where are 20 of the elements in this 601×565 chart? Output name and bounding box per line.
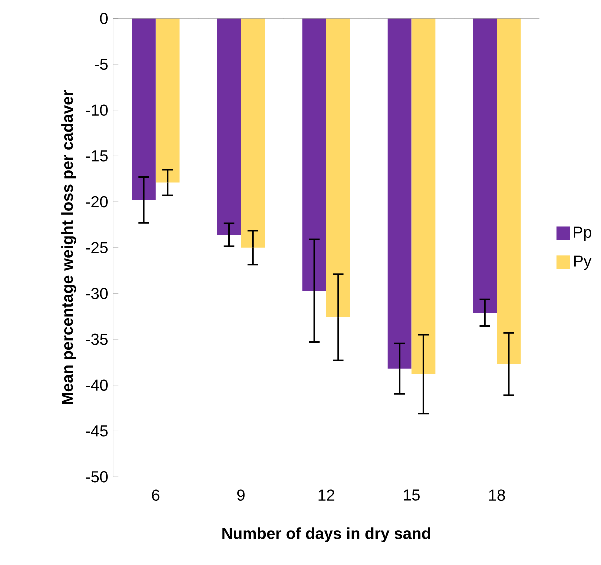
y-tick-label: 0 bbox=[100, 13, 108, 24]
y-tick-label: -5 bbox=[95, 58, 108, 70]
x-tick-label: 18 bbox=[489, 490, 506, 502]
legend-label: Pp bbox=[574, 226, 592, 242]
y-tick-label: -10 bbox=[86, 104, 108, 116]
y-tick-label: -15 bbox=[86, 150, 108, 162]
x-tick-label: 15 bbox=[404, 490, 420, 501]
y-tick-label: -25 bbox=[86, 242, 108, 254]
x-tick-label: 9 bbox=[238, 490, 245, 502]
y-tick-label: -20 bbox=[86, 196, 108, 208]
x-tick-label: 12 bbox=[318, 490, 335, 501]
y-tick-label: -50 bbox=[86, 471, 108, 483]
y-tick-label: -45 bbox=[86, 426, 108, 437]
y-tick-label: -35 bbox=[86, 334, 108, 346]
x-axis-title: Number of days in dry sand bbox=[222, 528, 430, 542]
y-tick-label: -30 bbox=[86, 288, 108, 300]
legend-label: Py bbox=[574, 256, 592, 270]
y-tick-label: -40 bbox=[86, 380, 108, 392]
x-tick-label: 6 bbox=[152, 490, 160, 502]
y-axis-title: Mean percentage weight loss per cadaver bbox=[62, 90, 76, 404]
